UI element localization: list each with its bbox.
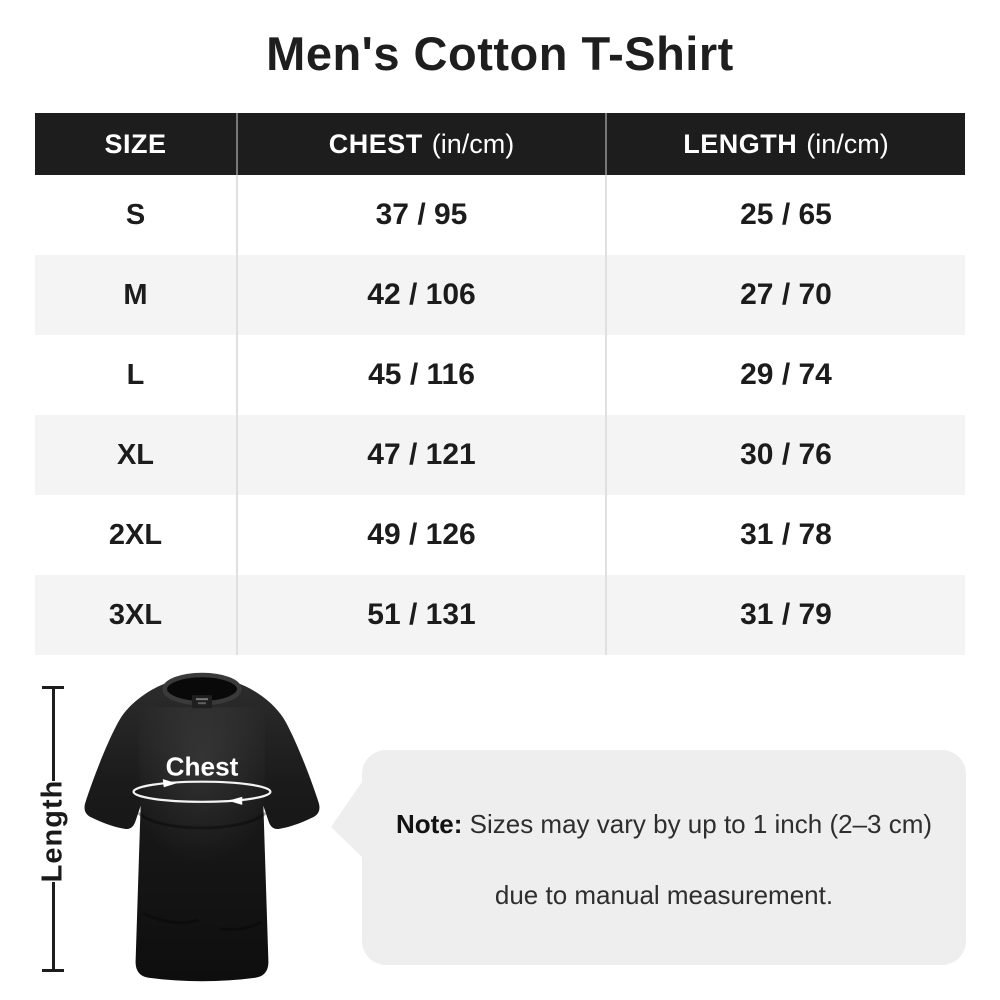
length-cell: 25 / 65 [605,175,965,255]
arrowhead-left-icon [228,796,243,805]
size-cell: M [123,278,148,311]
note-bubble: Note: Sizes may vary by up to 1 inch (2–… [362,750,966,965]
table-row-s: S 37 / 95 25 / 65 [35,175,965,255]
chest-cell: 51 / 131 [236,575,605,655]
dimension-cap-top [42,686,64,689]
tshirt-image: Chest [84,672,320,982]
length-label: Length [36,779,69,883]
dimension-segment-upper [52,689,55,781]
note-prefix: Note: [395,808,463,839]
header-cell-length: LENGTH (in/cm) [605,113,965,175]
header-chest-unit: (in/cm) [431,128,515,159]
table-row-m: M 42 / 106 27 / 70 [35,255,965,335]
size-cell: 3XL [108,598,163,631]
note-line-2: due to manual measurement. [494,879,834,910]
chest-cell: 42 / 106 [236,255,605,335]
note-line-1: Note: Sizes may vary by up to 1 inch (2–… [396,810,932,839]
arrowhead-right-icon [162,779,177,788]
chest-label: Chest [166,752,239,782]
table-row-3xl: 3XL 51 / 131 31 / 79 [35,575,965,655]
page-title: Men's Cotton T-Shirt [266,27,734,80]
chest-cell: 37 / 95 [236,175,605,255]
dimension-segment-lower [52,882,55,969]
table-row-l: L 45 / 116 29 / 74 [35,335,965,415]
size-cell: 2XL [108,518,163,551]
chest-measure-ellipse [132,780,272,803]
chest-cell: 49 / 126 [236,495,605,575]
neck-label [191,695,213,709]
chest-cell: 47 / 121 [236,415,605,495]
table-row-xl: XL 47 / 121 30 / 76 [35,415,965,495]
header-size-label: SIZE [104,128,167,159]
header-length-label: LENGTH [683,128,798,159]
note-text-1: Sizes may vary by up to 1 inch (2–3 cm) [469,808,933,839]
size-cell: L [126,358,145,391]
header-length-unit: (in/cm) [806,128,889,159]
header-cell-chest: CHEST (in/cm) [236,113,605,175]
header-cell-size: SIZE [35,113,236,175]
chest-cell: 45 / 116 [236,335,605,415]
chest-measure-annotation: Chest [132,752,272,805]
size-cell: XL [116,438,155,471]
size-cell: S [125,198,146,231]
size-chart-table: SIZE CHEST (in/cm) LENGTH (in/cm) S 37 /… [35,113,965,655]
table-header-row: SIZE CHEST (in/cm) LENGTH (in/cm) [35,113,965,175]
length-cell: 30 / 76 [605,415,965,495]
length-dimension-line: Length [37,686,69,972]
tshirt-silhouette [84,672,320,982]
length-cell: 29 / 74 [605,335,965,415]
header-chest-label: CHEST [328,128,423,159]
dimension-cap-bottom [42,969,64,972]
length-cell: 31 / 78 [605,495,965,575]
table-row-2xl: 2XL 49 / 126 31 / 78 [35,495,965,575]
length-cell: 31 / 79 [605,575,965,655]
length-cell: 27 / 70 [605,255,965,335]
